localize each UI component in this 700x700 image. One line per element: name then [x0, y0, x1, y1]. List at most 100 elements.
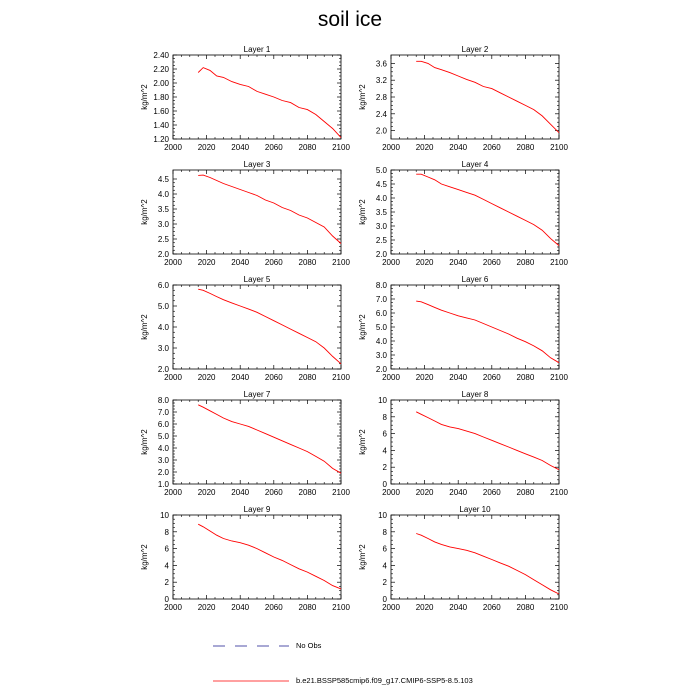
- panel-layer-10: Layer 10 kg/m^2 2000 2020 2040 2060 2080 2100 0 2…: [358, 505, 568, 612]
- y-tick-label: 3.5: [158, 205, 170, 214]
- panel-layer-8: Layer 8 kg/m^2 2000 2020 2040 2060 2080 2100 0 2 4…: [358, 390, 568, 497]
- y-tick-label: 3.2: [376, 76, 388, 85]
- y-tick-label: 7.0: [158, 408, 170, 417]
- y-axis-label: kg/m^2: [358, 314, 367, 340]
- y-tick-label: 1.20: [153, 135, 169, 144]
- plot-frame: [172, 169, 342, 255]
- panel-layer-9: Layer 9 kg/m^2 2000 2020 2040 2060 2080 2100 0 2 4…: [140, 505, 350, 612]
- x-tick-label: 2080: [517, 373, 535, 382]
- plot-frame: [390, 514, 560, 600]
- x-tick-label: 2080: [299, 488, 317, 497]
- y-tick-label: 5.0: [376, 166, 388, 175]
- y-tick-label: 1.0: [158, 480, 170, 489]
- panel-title: Layer 3: [244, 160, 271, 169]
- x-tick-label: 2100: [550, 603, 568, 612]
- x-tick-label: 2000: [164, 488, 182, 497]
- x-tick-label: 2000: [382, 603, 400, 612]
- plot-frame: [390, 399, 560, 485]
- y-tick-label: 4.0: [376, 337, 388, 346]
- series-line: [416, 533, 560, 595]
- panel-layer-3: Layer 3 kg/m^2 2000 2020 2040 2060 2080 2100 2.0…: [140, 160, 350, 267]
- y-tick-label: 6.0: [158, 281, 170, 290]
- y-axis-label: kg/m^2: [358, 544, 367, 570]
- x-tick-label: 2040: [231, 488, 249, 497]
- x-tick-label: 2040: [231, 603, 249, 612]
- series-line: [416, 173, 560, 246]
- y-axis-label: kg/m^2: [358, 84, 367, 110]
- y-tick-label: 2.20: [153, 65, 169, 74]
- y-tick-label: 10: [378, 396, 387, 405]
- y-tick-label: 2.0: [376, 127, 388, 136]
- y-tick-label: 7.0: [376, 295, 388, 304]
- y-tick-label: 2.5: [376, 236, 388, 245]
- y-axis-label: kg/m^2: [140, 199, 149, 225]
- x-tick-label: 2060: [265, 373, 283, 382]
- y-tick-label: 5.0: [158, 302, 170, 311]
- x-tick-label: 2080: [299, 258, 317, 267]
- x-tick-label: 2040: [231, 373, 249, 382]
- series-line: [198, 288, 342, 365]
- panel-layer-1: Layer 1 kg/m^2 2000 2020 2040 2060 2080 2100 1.2…: [140, 45, 350, 152]
- y-tick-label: 6: [383, 430, 388, 439]
- y-tick-label: 8: [383, 528, 388, 537]
- y-tick-label: 2.0: [158, 365, 170, 374]
- y-tick-label: 3.0: [158, 456, 170, 465]
- x-tick-label: 2000: [382, 488, 400, 497]
- y-tick-label: 1.40: [153, 121, 169, 130]
- y-tick-label: 2.0: [158, 468, 170, 477]
- x-tick-label: 2020: [198, 603, 216, 612]
- y-tick-label: 2.5: [158, 235, 170, 244]
- x-tick-label: 2000: [164, 258, 182, 267]
- panel-title: Layer 7: [244, 390, 271, 399]
- x-tick-label: 2020: [416, 488, 434, 497]
- x-tick-label: 2100: [332, 603, 350, 612]
- y-tick-label: 4: [165, 561, 170, 570]
- series-line: [198, 404, 342, 474]
- series-line: [198, 174, 342, 244]
- y-tick-label: 0: [383, 480, 388, 489]
- y-tick-label: 4.0: [158, 323, 170, 332]
- y-tick-label: 6: [165, 545, 170, 554]
- panel-title: Layer 9: [244, 505, 271, 514]
- y-tick-label: 10: [378, 511, 387, 520]
- y-tick-label: 8.0: [376, 281, 388, 290]
- x-tick-label: 2000: [164, 373, 182, 382]
- x-tick-label: 2020: [198, 488, 216, 497]
- panel-layer-4: Layer 4 kg/m^2 2000 2020 2040 2060 2080 2100 2.0…: [358, 160, 568, 267]
- y-axis-label: kg/m^2: [140, 429, 149, 455]
- y-tick-label: 2: [165, 578, 170, 587]
- x-tick-label: 2000: [382, 373, 400, 382]
- y-tick-label: 0: [165, 595, 170, 604]
- y-tick-label: 10: [160, 511, 169, 520]
- x-tick-label: 2040: [449, 143, 467, 152]
- figure-title: soil ice: [317, 8, 383, 31]
- plot-frame: [172, 514, 342, 600]
- x-tick-label: 2020: [198, 143, 216, 152]
- panel-title: Layer 2: [462, 45, 489, 54]
- x-tick-label: 2080: [299, 373, 317, 382]
- x-tick-label: 2100: [332, 143, 350, 152]
- series-line: [197, 523, 342, 590]
- series-line: [416, 300, 560, 364]
- x-tick-label: 2020: [416, 603, 434, 612]
- y-axis-label: kg/m^2: [140, 84, 149, 110]
- x-tick-label: 2000: [164, 143, 182, 152]
- x-tick-label: 2080: [517, 258, 535, 267]
- panel-title: Layer 4: [462, 160, 489, 169]
- x-tick-label: 2100: [332, 488, 350, 497]
- x-tick-label: 2060: [483, 373, 501, 382]
- y-tick-label: 0: [383, 595, 388, 604]
- x-tick-label: 2060: [265, 488, 283, 497]
- y-tick-label: 2.0: [376, 365, 388, 374]
- x-tick-label: 2020: [198, 373, 216, 382]
- y-tick-label: 6.0: [158, 420, 170, 429]
- y-tick-label: 6: [383, 545, 388, 554]
- x-tick-label: 2040: [449, 258, 467, 267]
- plot-frame: [390, 54, 560, 140]
- series-line: [197, 67, 342, 138]
- y-axis-label: kg/m^2: [140, 314, 149, 340]
- y-tick-label: 8: [383, 413, 388, 422]
- x-tick-label: 2100: [332, 373, 350, 382]
- y-tick-label: 3.0: [158, 344, 170, 353]
- plot-frame: [172, 54, 342, 140]
